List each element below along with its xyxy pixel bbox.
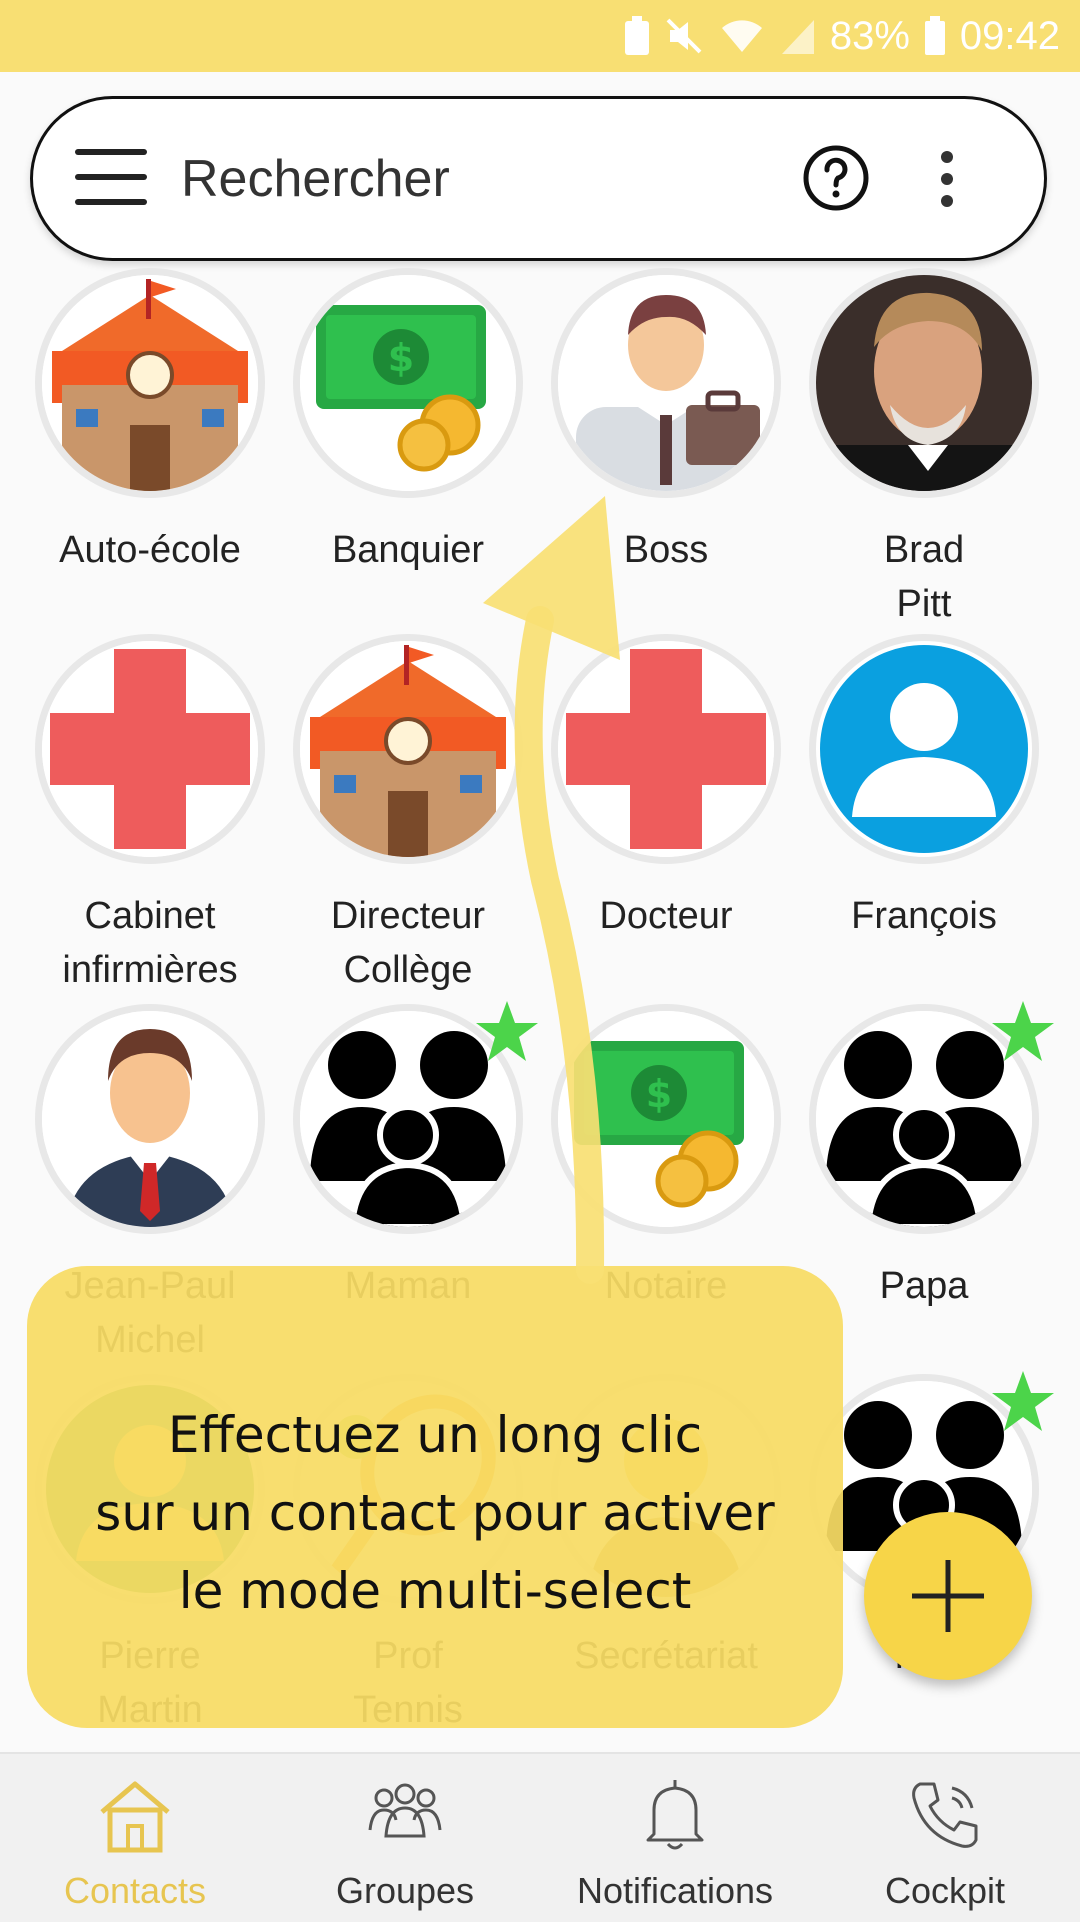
school-icon <box>42 275 258 491</box>
more-options-icon[interactable] <box>935 149 959 209</box>
school-icon <box>300 641 516 857</box>
contact-name: Directeur Collège <box>330 895 486 991</box>
bottom-navigation: Contacts Groupes Notifications Cockpit <box>0 1752 1080 1922</box>
wifi-icon <box>721 20 762 52</box>
onboarding-tooltip[interactable]: Effectuez un long clic sur un contact po… <box>27 1266 843 1728</box>
tab-contacts[interactable]: Contacts <box>0 1754 270 1922</box>
svg-text:$: $ <box>388 336 414 380</box>
house-icon <box>100 1781 170 1853</box>
favorite-star-icon <box>476 1001 538 1061</box>
favorite-star-icon <box>992 1001 1054 1061</box>
tab-label: Cockpit <box>884 1870 1006 1911</box>
mute-icon <box>666 18 702 54</box>
contact-name: Auto-école <box>59 529 241 571</box>
default-user-icon <box>816 641 1032 857</box>
contact-name: Boss <box>623 529 709 571</box>
battery-icon <box>924 16 945 55</box>
contact-name: Docteur <box>599 895 733 937</box>
contact-name: Papa <box>879 1265 969 1307</box>
tab-label: Notifications <box>576 1870 774 1911</box>
clock: 09:42 <box>959 13 1060 58</box>
tab-cockpit[interactable]: Cockpit <box>810 1754 1080 1922</box>
contact-name: Cabinet infirmières <box>62 895 238 991</box>
menu-icon[interactable] <box>75 149 151 209</box>
search-input[interactable]: Rechercher <box>181 150 450 208</box>
tab-label: Groupes <box>335 1870 475 1911</box>
man-in-suit-icon <box>42 1011 258 1227</box>
family-icon <box>816 1011 1032 1227</box>
svg-text:$: $ <box>646 1072 672 1116</box>
battery-percent: 83% <box>829 13 910 58</box>
status-bar: 83% 09:42 <box>0 0 1080 72</box>
tab-groupes[interactable]: Groupes <box>270 1754 540 1922</box>
favorite-star-icon <box>992 1371 1054 1431</box>
phone-icon <box>912 1782 978 1848</box>
medical-cross-icon <box>558 641 774 857</box>
group-icon <box>368 1783 442 1838</box>
contact-name: François <box>851 895 997 937</box>
signal-icon <box>781 20 814 54</box>
money-icon: $ <box>300 275 516 491</box>
businessman-icon <box>558 275 774 491</box>
contact-name: Banquier <box>331 529 485 571</box>
add-contact-button[interactable] <box>864 1512 1032 1680</box>
tooltip-text: Effectuez un long clic sur un contact po… <box>95 1406 775 1620</box>
help-icon[interactable] <box>803 145 869 211</box>
search-bar[interactable]: Rechercher <box>30 96 1047 261</box>
tab-label: Contacts <box>63 1870 207 1911</box>
tab-notifications[interactable]: Notifications <box>540 1754 810 1922</box>
money-icon: $ <box>558 1011 774 1227</box>
photo-avatar <box>816 275 1032 491</box>
battery-saver-icon <box>624 16 649 55</box>
plus-icon <box>912 1560 984 1632</box>
status-icons: 83% 09:42 <box>624 8 1060 64</box>
medical-cross-icon <box>42 641 258 857</box>
contact-name: Brad Pitt <box>883 529 965 625</box>
family-icon <box>300 1011 516 1227</box>
bell-icon <box>646 1780 704 1850</box>
